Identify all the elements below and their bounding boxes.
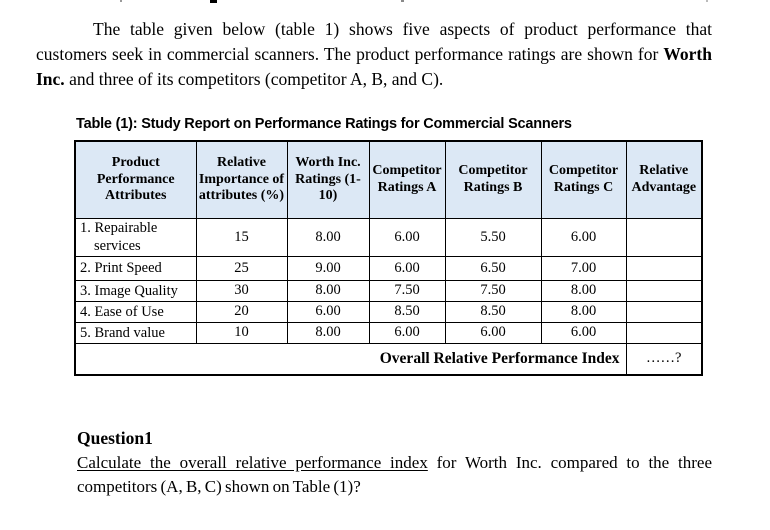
competitor-a-rating-cell: 7.50 [368, 279, 446, 302]
importance-cell: 30 [195, 279, 288, 302]
column-header-attributes: Product Performance Attributes [74, 140, 197, 219]
competitor-a-rating-cell: 6.00 [368, 321, 446, 344]
attribute-cell: 1. Repairable services [74, 217, 197, 257]
clipped-text-fragment [120, 0, 122, 2]
table-footer-row: Overall Relative Performance Index ……? [74, 342, 703, 376]
relative-advantage-cell [625, 321, 703, 344]
competitor-c-rating-cell: 8.00 [540, 279, 627, 302]
company-name-bold: Worth Inc. [36, 44, 712, 89]
competitor-b-rating-cell: 7.50 [444, 279, 542, 302]
attribute-cell: 5. Brand value [74, 321, 197, 344]
worth-rating-cell: 8.00 [286, 279, 370, 302]
overall-index-label: Overall Relative Performance Index [74, 342, 627, 376]
intro-text-end: and three of its competitors (competitor… [64, 69, 444, 89]
column-header-competitor-c: Competitor Ratings C [540, 140, 627, 219]
column-header-relative-advantage: Relative Advantage [625, 140, 703, 219]
column-header-worth-ratings: Worth Inc. Ratings (1-10) [286, 140, 370, 219]
column-header-competitor-b: Competitor Ratings B [444, 140, 542, 219]
competitor-c-rating-cell: 6.00 [540, 217, 627, 257]
question-text: Calculate the overall relative performan… [77, 451, 712, 499]
question-text-rest: for Worth Inc. compared to the three com… [77, 453, 713, 496]
clipped-text-fragment [210, 0, 217, 3]
relative-advantage-cell [625, 279, 703, 302]
intro-text-start: The table given below (table 1) shows fi… [36, 19, 712, 64]
competitor-a-rating-cell: 6.00 [368, 255, 446, 281]
table-row: 1. Repairable services 15 8.00 6.00 5.50… [74, 217, 703, 257]
question-heading: Question1 [77, 428, 153, 448]
importance-cell: 20 [195, 300, 288, 323]
worth-rating-cell: 6.00 [286, 300, 370, 323]
relative-advantage-cell [625, 217, 703, 257]
competitor-b-rating-cell: 6.50 [444, 255, 542, 281]
importance-cell: 25 [195, 255, 288, 281]
competitor-c-rating-cell: 6.00 [540, 321, 627, 344]
column-header-importance: Relative Importance of attributes (%) [195, 140, 288, 219]
importance-cell: 15 [195, 217, 288, 257]
competitor-c-rating-cell: 7.00 [540, 255, 627, 281]
clipped-text-fragment [706, 0, 708, 2]
table-row: 3. Image Quality 30 8.00 7.50 7.50 8.00 [74, 279, 703, 302]
competitor-b-rating-cell: 8.50 [444, 300, 542, 323]
competitor-c-rating-cell: 8.00 [540, 300, 627, 323]
attribute-cell: 4. Ease of Use [74, 300, 197, 323]
competitor-b-rating-cell: 5.50 [444, 217, 542, 257]
performance-table: Product Performance Attributes Relative … [74, 140, 703, 376]
attribute-cell: 2. Print Speed [74, 255, 197, 281]
intro-paragraph: The table given below (table 1) shows fi… [36, 17, 712, 92]
worth-rating-cell: 8.00 [286, 321, 370, 344]
worth-rating-cell: 8.00 [286, 217, 370, 257]
relative-advantage-cell [625, 255, 703, 281]
competitor-a-rating-cell: 8.50 [368, 300, 446, 323]
table-header-row: Product Performance Attributes Relative … [74, 140, 703, 219]
question-section: Question1 Calculate the overall relative… [77, 426, 712, 499]
column-header-competitor-a: Competitor Ratings A [368, 140, 446, 219]
table-row: 2. Print Speed 25 9.00 6.00 6.50 7.00 [74, 255, 703, 281]
worth-rating-cell: 9.00 [286, 255, 370, 281]
overall-index-value: ……? [625, 342, 703, 376]
clipped-text-fragment [401, 0, 404, 2]
importance-cell: 10 [195, 321, 288, 344]
attribute-cell: 3. Image Quality [74, 279, 197, 302]
competitor-a-rating-cell: 6.00 [368, 217, 446, 257]
underlined-phrase: Calculate the overall relative performan… [77, 453, 428, 472]
competitor-b-rating-cell: 6.00 [444, 321, 542, 344]
table-row: 4. Ease of Use 20 6.00 8.50 8.50 8.00 [74, 300, 703, 323]
table-title: Table (1): Study Report on Performance R… [76, 116, 572, 132]
relative-advantage-cell [625, 300, 703, 323]
table-row: 5. Brand value 10 8.00 6.00 6.00 6.00 [74, 321, 703, 344]
